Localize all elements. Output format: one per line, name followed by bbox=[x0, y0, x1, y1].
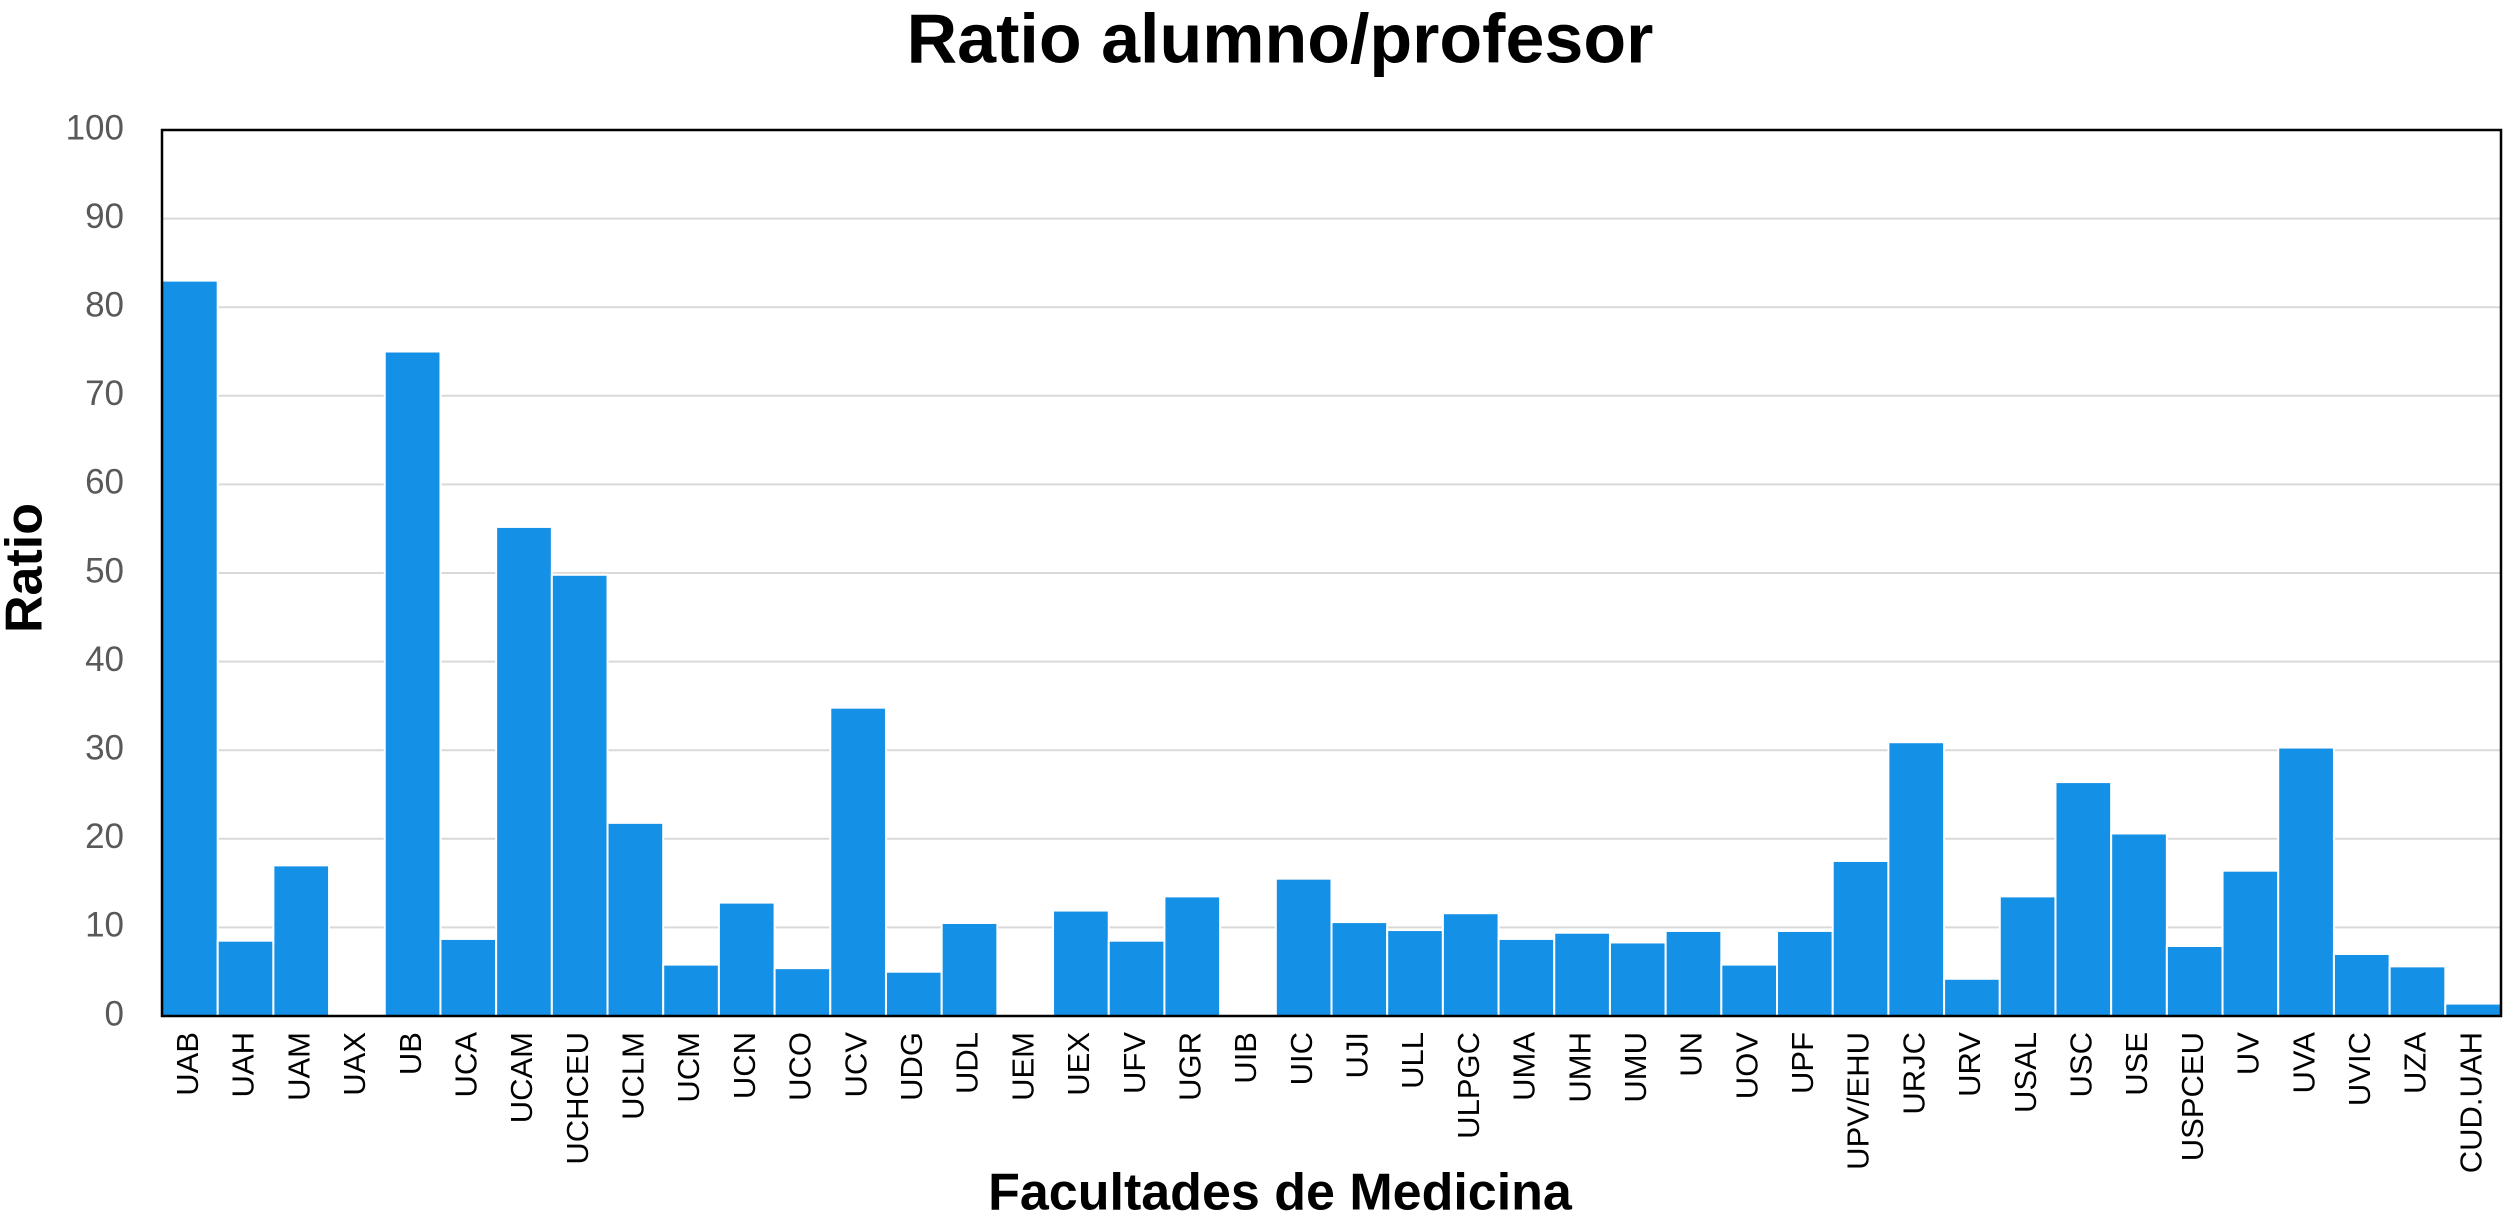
x-tick-label: USAL bbox=[2008, 1032, 2043, 1113]
y-tick-label: 50 bbox=[85, 551, 124, 590]
bar bbox=[773, 967, 832, 1018]
x-tick-label: UVA bbox=[2286, 1032, 2321, 1094]
bar bbox=[1608, 941, 1667, 1017]
chart-title: Ratio alumno/profesor bbox=[907, 0, 1654, 77]
x-tick-label: UAX bbox=[337, 1032, 372, 1096]
x-tick-label: USE bbox=[2119, 1032, 2154, 1096]
x-tick-label: UCHCEU bbox=[560, 1032, 595, 1165]
y-tick-label: 80 bbox=[85, 285, 124, 324]
x-tick-label: UCO bbox=[783, 1032, 818, 1101]
bar bbox=[2277, 746, 2335, 1017]
x-tick-label: UOV bbox=[1729, 1032, 1764, 1100]
x-tick-label: UAB bbox=[170, 1032, 205, 1096]
bar bbox=[1776, 929, 1834, 1017]
x-tick-label: UEX bbox=[1061, 1032, 1096, 1096]
x-tick-label: UV bbox=[2231, 1032, 2266, 1075]
x-tick-label: UCV bbox=[838, 1032, 873, 1098]
bar bbox=[2388, 965, 2447, 1017]
x-tick-label: UDL bbox=[950, 1032, 985, 1094]
x-tick-label: UCAM bbox=[504, 1032, 539, 1123]
x-tick-label: UCA bbox=[448, 1032, 483, 1098]
bar bbox=[383, 350, 442, 1017]
y-tick-label: 40 bbox=[85, 640, 124, 679]
x-tick-label: ULL bbox=[1395, 1032, 1430, 1089]
y-tick-label: 70 bbox=[85, 374, 124, 413]
y-tick-label: 0 bbox=[105, 994, 124, 1033]
bar bbox=[2221, 869, 2280, 1017]
x-tick-label: USC bbox=[2064, 1032, 2099, 1097]
x-tick-label: ULPGC bbox=[1451, 1032, 1486, 1139]
x-tick-label: URJC bbox=[1896, 1032, 1931, 1115]
bar bbox=[2110, 832, 2168, 1018]
bar bbox=[2165, 945, 2224, 1017]
y-tick-label: 60 bbox=[85, 463, 124, 502]
bar bbox=[2332, 952, 2391, 1017]
x-tick-label: UIC bbox=[1284, 1032, 1319, 1085]
bar bbox=[884, 970, 943, 1018]
x-tick-label: UN bbox=[1674, 1032, 1709, 1077]
y-tick-label: 10 bbox=[85, 906, 124, 945]
plot-border bbox=[160, 128, 2503, 1018]
x-tick-label: UZA bbox=[2398, 1032, 2433, 1094]
x-tick-label: UCM bbox=[671, 1032, 706, 1103]
x-tick-label: UPV/EHU bbox=[1841, 1032, 1876, 1170]
x-tick-label: UDG bbox=[894, 1032, 929, 1101]
y-tick-label: 100 bbox=[66, 108, 124, 147]
bar bbox=[550, 573, 609, 1017]
x-tick-label: UPF bbox=[1785, 1032, 1820, 1094]
bar bbox=[439, 937, 498, 1018]
x-tick-label: UCLM bbox=[616, 1032, 651, 1120]
bar bbox=[940, 921, 999, 1017]
bar bbox=[1107, 939, 1166, 1017]
y-tick-label: 90 bbox=[85, 197, 124, 236]
bar bbox=[829, 706, 887, 1017]
x-tick-label: UMU bbox=[1618, 1032, 1653, 1103]
x-tick-label: UMH bbox=[1562, 1032, 1597, 1103]
bar bbox=[1163, 895, 1222, 1018]
bar bbox=[216, 939, 275, 1017]
bar bbox=[1052, 909, 1110, 1017]
bar bbox=[1943, 977, 2001, 1018]
x-tick-label: UAM bbox=[281, 1032, 316, 1101]
bar bbox=[1720, 963, 1779, 1017]
bar bbox=[717, 901, 776, 1017]
bar bbox=[1330, 921, 1389, 1017]
x-tick-label: UEM bbox=[1005, 1032, 1040, 1101]
bar bbox=[1998, 895, 2057, 1018]
bar bbox=[1887, 741, 1946, 1017]
bar bbox=[1386, 929, 1444, 1017]
y-axis-title: Ratio bbox=[0, 503, 54, 633]
bar bbox=[1553, 931, 1611, 1017]
x-tick-label: UGR bbox=[1172, 1032, 1207, 1101]
x-tick-label: UVIC bbox=[2342, 1032, 2377, 1106]
bar bbox=[606, 821, 665, 1017]
x-tick-label: UAH bbox=[226, 1032, 261, 1097]
x-tick-label: UMA bbox=[1507, 1032, 1542, 1101]
x-tick-label: CUD.UAH bbox=[2453, 1032, 2488, 1173]
bar bbox=[1441, 912, 1500, 1017]
bar bbox=[1831, 859, 1890, 1018]
x-tick-label: UCN bbox=[727, 1032, 762, 1099]
bar bbox=[1664, 929, 1723, 1017]
x-tick-label: UJI bbox=[1340, 1032, 1375, 1079]
bar bbox=[272, 864, 331, 1017]
x-tick-label: UIB bbox=[1228, 1032, 1263, 1084]
y-tick-label: 20 bbox=[85, 817, 124, 856]
x-tick-label: USPCEU bbox=[2175, 1032, 2210, 1161]
bar bbox=[662, 963, 720, 1017]
x-tick-label: UB bbox=[393, 1032, 428, 1075]
bar bbox=[1497, 937, 1556, 1018]
bar bbox=[161, 279, 219, 1017]
y-tick-label: 30 bbox=[85, 728, 124, 767]
bar bbox=[2444, 1002, 2503, 1018]
bar bbox=[1274, 877, 1333, 1017]
x-tick-label: URV bbox=[1952, 1032, 1987, 1097]
bar bbox=[495, 525, 553, 1017]
x-axis-title: Facultades de Medicina bbox=[988, 1164, 1573, 1222]
x-tick-label: UFV bbox=[1117, 1032, 1152, 1094]
bar bbox=[2054, 781, 2113, 1018]
